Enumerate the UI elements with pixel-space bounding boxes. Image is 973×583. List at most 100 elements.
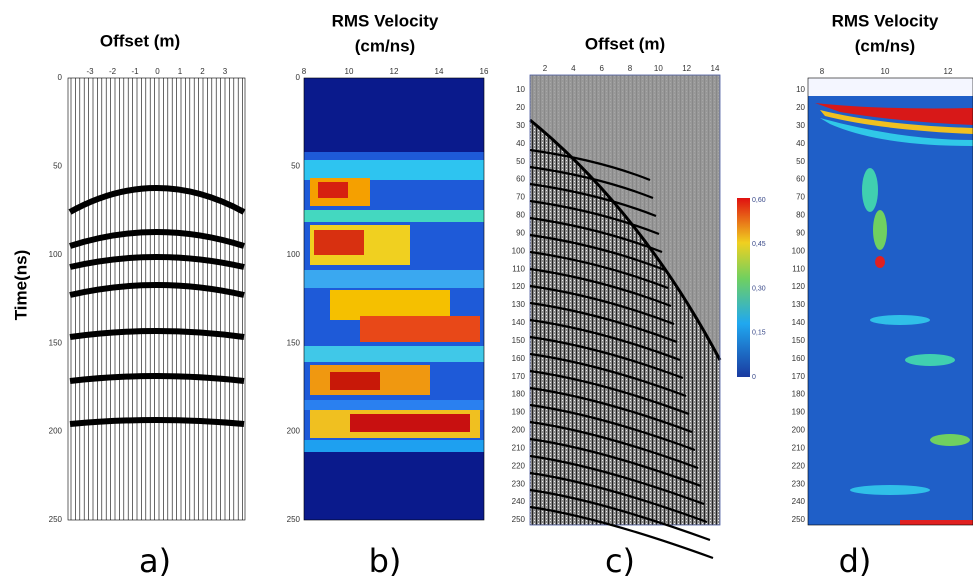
y-tick-label: 150 xyxy=(49,338,63,347)
colorbar-tick-label: 0 xyxy=(752,374,756,381)
x-tick-label: 10 xyxy=(881,67,890,76)
y-tick-label: 190 xyxy=(792,408,806,417)
y-tick-label: 40 xyxy=(796,139,805,148)
reflection xyxy=(529,454,705,506)
y-tick-label: 210 xyxy=(512,443,526,452)
x-tick-label: 2 xyxy=(543,64,548,73)
y-tick-label: 0 xyxy=(296,73,301,82)
y-tick-label: 130 xyxy=(792,300,806,309)
y-tick-label: 200 xyxy=(512,426,526,435)
y-tick-label: 120 xyxy=(792,282,806,291)
y-tick-label: 10 xyxy=(516,85,525,94)
panel-title: RMS Velocity xyxy=(332,11,439,30)
y-tick-label: 240 xyxy=(792,497,806,506)
y-tick-label: 100 xyxy=(792,246,806,255)
reflection xyxy=(69,373,245,384)
y-tick-label: 30 xyxy=(796,121,805,130)
reflection xyxy=(69,417,245,427)
x-tick-label: 0 xyxy=(155,67,160,76)
seismic-gather-c xyxy=(529,74,722,560)
reflection xyxy=(529,505,714,560)
y-tick-label: 110 xyxy=(512,264,525,273)
colorbar-tick-label: 0,60 xyxy=(752,197,766,204)
y-tick-label: 250 xyxy=(792,515,806,524)
reflection xyxy=(68,185,246,215)
reflection xyxy=(529,216,663,254)
x-tick-label: 12 xyxy=(682,64,691,73)
reflection xyxy=(529,471,708,524)
reflection xyxy=(69,229,245,249)
x-tick-label: 1 xyxy=(178,67,183,76)
reflection xyxy=(529,437,702,488)
y-tick-label: 200 xyxy=(287,427,301,436)
x-tick-label: -2 xyxy=(109,67,117,76)
y-tick-label: 60 xyxy=(796,175,805,184)
reflection xyxy=(529,199,660,236)
x-tick-label: 14 xyxy=(711,64,720,73)
y-tick-label: 150 xyxy=(512,336,526,345)
reflection xyxy=(529,403,696,452)
colorbar xyxy=(737,198,750,377)
x-tick-label: 2 xyxy=(200,67,205,76)
velocity-spectrum-d xyxy=(807,77,973,526)
y-tick-label: 220 xyxy=(792,461,806,470)
y-tick-label: 80 xyxy=(796,211,805,220)
x-tick-label: 16 xyxy=(480,67,489,76)
reflection xyxy=(529,267,672,308)
y-tick-label: 200 xyxy=(49,427,63,436)
reflection xyxy=(529,318,681,362)
x-tick-label: 12 xyxy=(944,67,953,76)
panel-title: Offset (m) xyxy=(100,31,180,50)
x-tick-label: 6 xyxy=(599,64,604,73)
reflection xyxy=(529,250,669,290)
panel-title: (cm/ns) xyxy=(355,36,415,55)
x-tick-label: 10 xyxy=(345,67,354,76)
y-tick-label: 80 xyxy=(516,211,525,220)
panel-caption: c) xyxy=(605,542,635,580)
y-tick-label: 50 xyxy=(53,162,62,171)
y-tick-label: 250 xyxy=(49,515,63,524)
reflection xyxy=(529,233,666,272)
reflection xyxy=(529,148,651,182)
y-tick-label: 20 xyxy=(796,103,805,112)
y-tick-label: 140 xyxy=(512,318,526,327)
reflection xyxy=(69,282,245,298)
y-tick-label: 130 xyxy=(512,300,526,309)
y-tick-label: 160 xyxy=(792,354,806,363)
y-tick-label: 150 xyxy=(287,338,301,347)
y-tick-label: 100 xyxy=(49,250,63,259)
panel-title: (cm/ns) xyxy=(855,36,915,55)
reflection xyxy=(529,284,675,326)
reflection xyxy=(69,328,245,340)
y-tick-label: 210 xyxy=(792,443,806,452)
y-tick-label: 50 xyxy=(516,157,525,166)
reflection xyxy=(69,254,245,270)
y-tick-label: 30 xyxy=(516,121,525,130)
y-tick-label: 40 xyxy=(516,139,525,148)
x-tick-label: 8 xyxy=(820,67,825,76)
y-tick-label: 100 xyxy=(512,246,526,255)
y-tick-label: 70 xyxy=(796,193,805,202)
reflection xyxy=(529,386,693,434)
panel-caption: a) xyxy=(139,542,171,580)
panel-caption: b) xyxy=(369,542,402,580)
y-tick-label: 230 xyxy=(792,479,806,488)
y-tick-label: 50 xyxy=(796,157,805,166)
colorbar-tick-label: 0,15 xyxy=(752,330,766,337)
y-axis-label: Time(ns) xyxy=(11,250,30,321)
x-tick-label: 8 xyxy=(302,67,307,76)
x-tick-label: 14 xyxy=(435,67,444,76)
panel-caption: d) xyxy=(839,542,872,580)
seismic-gather-a xyxy=(67,77,246,521)
y-tick-label: 180 xyxy=(512,390,526,399)
y-tick-label: 230 xyxy=(512,479,526,488)
x-tick-label: 8 xyxy=(628,64,633,73)
x-tick-label: 3 xyxy=(223,67,228,76)
reflection xyxy=(529,369,690,416)
y-tick-label: 50 xyxy=(291,162,300,171)
x-tick-label: 10 xyxy=(654,64,663,73)
y-tick-label: 170 xyxy=(792,372,806,381)
y-tick-label: 10 xyxy=(796,85,805,94)
y-tick-label: 110 xyxy=(792,264,805,273)
